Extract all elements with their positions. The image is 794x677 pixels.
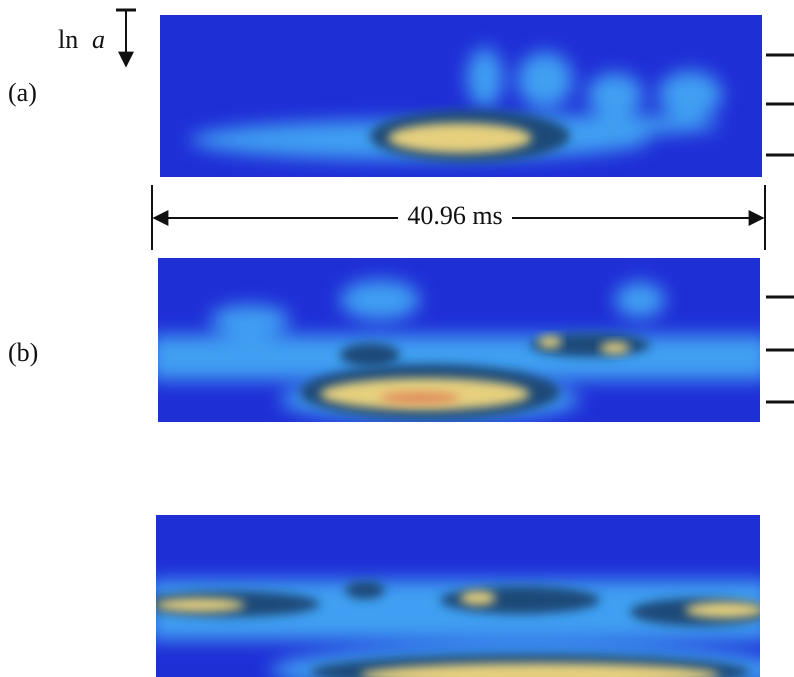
axis-label-ln: ln: [58, 25, 78, 54]
scalogram-c: [140, 515, 790, 677]
axis-label-a: a: [92, 25, 105, 54]
scalogram-a: [160, 15, 762, 177]
ticks-b: [766, 297, 794, 402]
panel-label-b: (b): [8, 338, 38, 367]
ln-a-arrow: [116, 10, 136, 66]
scalogram-b: [150, 258, 770, 422]
figure: ln a (a) (b) 40.96 ms: [0, 0, 794, 677]
panel-label-a: (a): [8, 78, 37, 107]
ticks-a: [766, 55, 794, 155]
duration-label: 40.96 ms: [407, 201, 502, 230]
